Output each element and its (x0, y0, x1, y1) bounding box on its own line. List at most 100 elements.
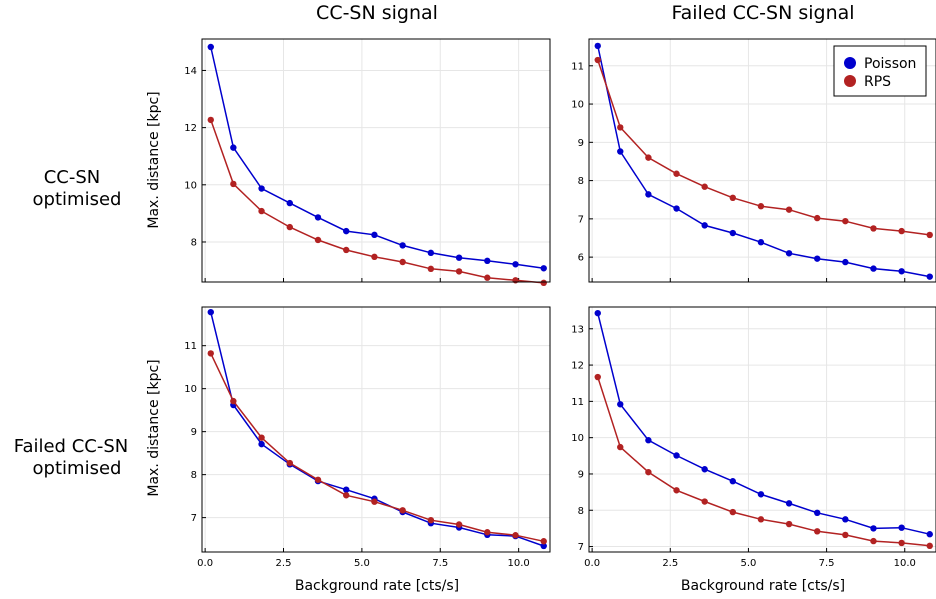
data-point-poisson (594, 42, 601, 50)
panel-bottom-left: 0.0 2.5 5.0 7.5 10.0 7 8 9 10 11 (184, 306, 551, 569)
y-tick-label: 12 (571, 361, 584, 372)
y-tick-label: 14 (184, 66, 197, 77)
data-point-rps (645, 468, 652, 476)
data-point-poisson (673, 452, 680, 459)
data-point-poisson (230, 144, 237, 151)
y-tick-label: 9 (191, 427, 197, 438)
y-axis-label-top: Max. distance [kpc] (146, 91, 162, 228)
data-point-poisson (258, 185, 265, 192)
data-point-poisson (673, 205, 680, 212)
y-tick-label: 10 (184, 384, 197, 395)
data-point-rps (842, 531, 849, 539)
data-point-rps (399, 507, 406, 514)
data-point-rps (594, 373, 601, 381)
data-point-rps (540, 538, 547, 545)
data-point-rps (701, 183, 708, 190)
data-point-rps (785, 520, 793, 528)
data-point-rps (512, 277, 519, 284)
plot-area (589, 307, 936, 552)
data-point-poisson (814, 255, 821, 262)
data-point-rps (484, 529, 491, 536)
data-point-rps (617, 443, 624, 451)
data-point-rps (371, 253, 378, 261)
y-tick-label: 7 (578, 214, 584, 225)
x-tick-label: 7.5 (819, 558, 835, 569)
x-tick-label: 2.5 (276, 558, 292, 569)
x-tick-label: 0.0 (584, 558, 600, 569)
row-title-2-line-2: optimised (33, 458, 122, 479)
data-point-poisson (870, 525, 877, 532)
data-point-rps (286, 459, 293, 467)
x-tick-label: 7.5 (432, 558, 448, 569)
data-point-rps (814, 214, 821, 222)
y-tick-label: 11 (184, 341, 197, 352)
row-title-2-line-1: Failed CC-SN (14, 436, 128, 457)
y-tick-label: 12 (184, 123, 197, 134)
y-tick-label: 11 (571, 61, 584, 72)
data-point-rps (286, 223, 293, 231)
data-point-poisson (785, 250, 793, 257)
data-point-poisson (512, 261, 519, 268)
data-point-poisson (785, 500, 793, 507)
data-point-rps (842, 217, 849, 225)
data-point-poisson (484, 257, 491, 265)
legend: Poisson RPS (833, 45, 927, 97)
y-tick-label: 9 (578, 138, 584, 149)
data-point-rps (230, 397, 237, 405)
data-point-rps (455, 268, 463, 275)
data-point-poisson (898, 524, 905, 531)
data-point-poisson (645, 437, 652, 444)
panel-bottom-right: 0.0 2.5 5.0 7.5 10.0 7 8 9 10 11 12 13 (571, 306, 936, 569)
data-point-poisson (645, 191, 652, 198)
plot-area (202, 39, 550, 282)
data-point-rps (343, 246, 350, 254)
plot-frame (588, 38, 936, 283)
data-point-rps (314, 476, 322, 483)
legend-label-rps: RPS (864, 74, 891, 90)
y-tick-label: 6 (578, 253, 584, 264)
plot-frame (201, 306, 551, 553)
data-point-rps (207, 350, 214, 357)
y-tick-label: 10 (571, 100, 584, 111)
y-tick-label: 10 (571, 433, 584, 444)
legend-marker-poisson (844, 57, 856, 69)
y-tick-label: 10 (184, 180, 197, 191)
data-point-poisson (926, 273, 933, 280)
data-point-rps (757, 203, 765, 210)
y-tick-label: 8 (578, 176, 584, 187)
column-title-cc-sn: CC-SN signal (316, 2, 438, 24)
data-point-rps (898, 539, 905, 547)
data-point-poisson (757, 239, 765, 246)
data-point-poisson (540, 542, 547, 550)
data-point-poisson (617, 401, 624, 408)
plot-area (202, 307, 550, 552)
panel-top-left: 8 10 12 14 (184, 38, 551, 287)
data-point-poisson (455, 254, 463, 261)
y-tick-label: 8 (191, 470, 197, 481)
data-point-rps (870, 225, 877, 232)
row-title-1-line-2: optimised (33, 189, 122, 210)
data-point-poisson (207, 308, 214, 316)
data-point-poisson (842, 258, 849, 266)
data-point-rps (258, 434, 265, 441)
x-tick-label: 5.0 (354, 558, 370, 569)
data-point-rps (729, 194, 737, 202)
data-point-rps (673, 170, 680, 177)
data-point-rps (757, 516, 765, 523)
data-point-poisson (343, 486, 350, 493)
data-point-poisson (286, 199, 293, 207)
data-point-poisson (371, 231, 378, 239)
data-point-rps (314, 236, 322, 244)
data-point-poisson (258, 440, 265, 448)
legend-box (833, 45, 927, 97)
data-point-poisson (427, 249, 435, 257)
data-point-poisson (701, 466, 708, 473)
y-tick-label: 13 (571, 324, 584, 335)
data-point-rps (258, 207, 265, 215)
plot-frame (201, 38, 551, 283)
x-tick-label: 2.5 (662, 558, 678, 569)
data-point-rps (427, 265, 435, 273)
data-point-rps (814, 528, 821, 535)
data-point-rps (701, 498, 708, 505)
